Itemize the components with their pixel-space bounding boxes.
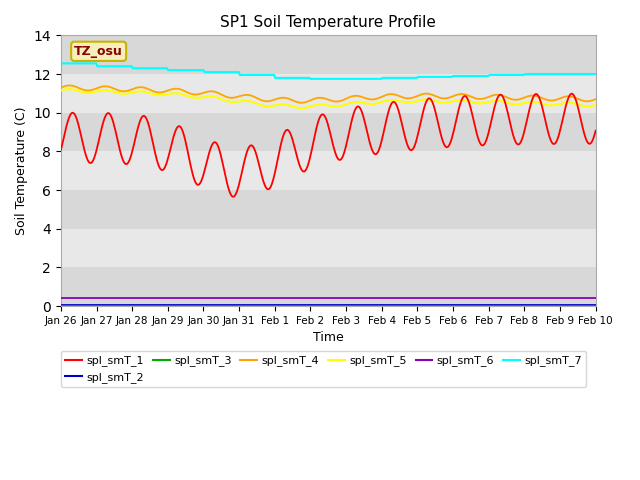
spl_smT_2 [311,302,319,308]
spl_smT_3 [495,303,503,309]
Bar [61,36,596,74]
spl_smT_4 [57,84,65,90]
spl_smT_7 [316,76,323,82]
spl_smT_2 [375,302,383,308]
spl_smT_6 [579,296,587,301]
spl_smT_5 [592,102,600,108]
spl_smT_5 [66,86,74,92]
spl_smT_1 [581,133,589,139]
Bar [61,74,596,113]
spl_smT_5 [313,102,321,108]
spl_smT_3 [375,303,383,309]
spl_smT_2 [495,302,503,308]
spl_smT_6 [346,296,354,301]
spl_smT_4 [378,94,385,100]
spl_smT_3 [346,303,354,309]
spl_smT_5 [378,99,385,105]
spl_smT_2 [579,302,587,308]
Text: TZ_osu: TZ_osu [74,45,123,58]
spl_smT_1 [57,147,65,153]
Line: spl_smT_5: spl_smT_5 [61,89,596,108]
spl_smT_6 [314,296,322,301]
spl_smT_5 [298,105,306,111]
Bar [61,229,596,267]
spl_smT_6 [57,296,65,301]
spl_smT_1 [230,194,237,200]
Title: SP1 Soil Temperature Profile: SP1 Soil Temperature Profile [220,15,436,30]
spl_smT_5 [497,98,505,104]
spl_smT_3 [311,303,319,309]
spl_smT_3 [314,303,322,309]
spl_smT_4 [497,93,505,98]
spl_smT_7 [376,76,384,82]
spl_smT_6 [375,296,383,301]
spl_smT_2 [57,302,65,308]
spl_smT_2 [346,302,354,308]
Y-axis label: Soil Temperature (C): Soil Temperature (C) [15,107,28,235]
spl_smT_5 [581,103,589,109]
spl_smT_3 [57,303,65,309]
spl_smT_5 [349,100,356,106]
Line: spl_smT_1: spl_smT_1 [61,94,596,197]
spl_smT_2 [592,302,600,308]
spl_smT_4 [349,93,356,99]
spl_smT_6 [592,296,600,301]
Legend: spl_smT_1, spl_smT_2, spl_smT_3, spl_smT_4, spl_smT_5, spl_smT_6, spl_smT_7: spl_smT_1, spl_smT_2, spl_smT_3, spl_smT… [61,351,586,387]
spl_smT_6 [495,296,503,301]
spl_smT_6 [311,296,319,301]
spl_smT_2 [314,302,322,308]
spl_smT_1 [497,92,504,97]
spl_smT_7 [580,71,588,77]
spl_smT_1 [312,127,320,133]
Bar [61,113,596,151]
spl_smT_7 [348,76,355,82]
Line: spl_smT_7: spl_smT_7 [61,63,596,79]
spl_smT_4 [298,100,306,106]
spl_smT_7 [497,72,504,78]
spl_smT_1 [376,143,384,149]
spl_smT_1 [316,116,323,122]
Bar [61,190,596,229]
spl_smT_7 [57,60,65,66]
spl_smT_1 [568,91,576,96]
spl_smT_5 [57,87,65,93]
spl_smT_3 [579,303,587,309]
Line: spl_smT_4: spl_smT_4 [61,85,596,103]
Bar [61,151,596,190]
spl_smT_4 [581,98,589,104]
Bar [61,267,596,306]
spl_smT_7 [312,76,320,82]
spl_smT_4 [313,95,321,101]
spl_smT_7 [307,76,314,82]
spl_smT_4 [592,96,600,102]
spl_smT_1 [348,120,355,125]
spl_smT_5 [316,102,324,108]
spl_smT_3 [592,303,600,309]
spl_smT_4 [66,83,74,88]
X-axis label: Time: Time [313,331,344,344]
spl_smT_7 [592,71,600,77]
spl_smT_1 [592,128,600,133]
spl_smT_4 [316,95,324,101]
